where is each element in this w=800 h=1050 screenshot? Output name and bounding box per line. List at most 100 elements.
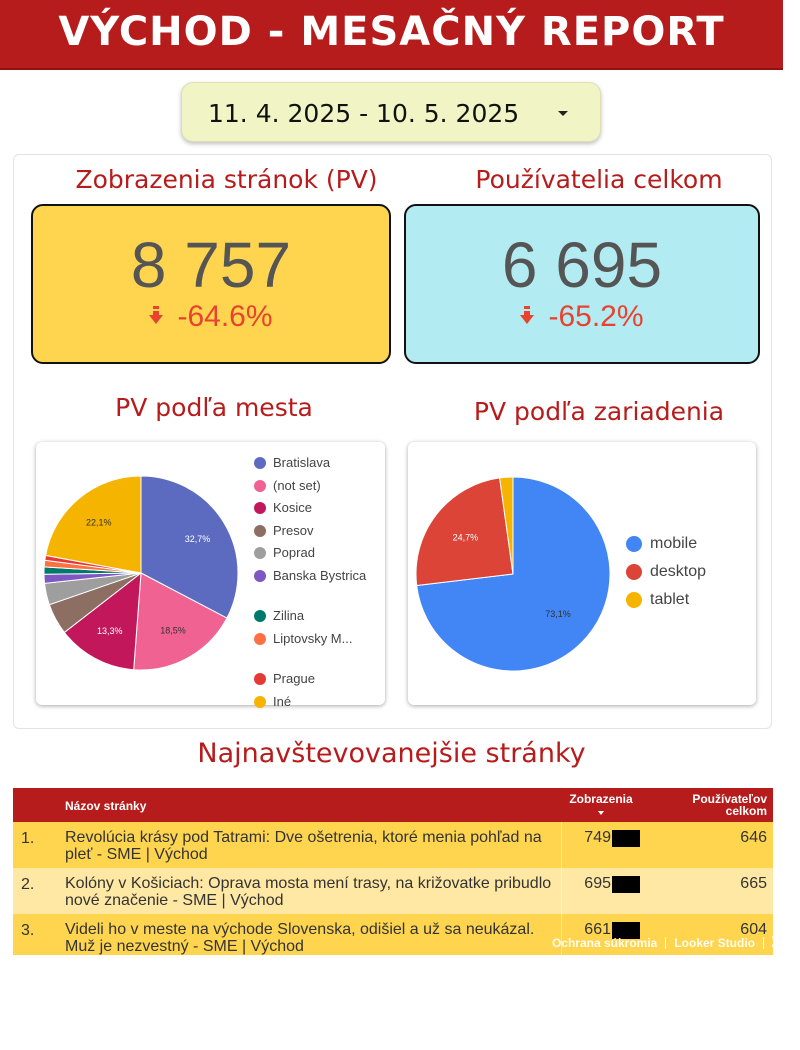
divider bbox=[763, 937, 764, 949]
pie-data-label: 73,1% bbox=[545, 609, 571, 619]
column-divider bbox=[561, 822, 562, 868]
row-views: 695 bbox=[584, 875, 611, 892]
chevron-down-icon bbox=[558, 111, 568, 116]
column-header-page-name[interactable]: Názov stránky bbox=[65, 799, 147, 813]
city-pie-chart[interactable]: 32,7% 18,5% 13,3% 22,1% Bratislava (not set)… bbox=[36, 442, 385, 709]
date-range-value: 11. 4. 2025 - 10. 5. 2025 bbox=[208, 99, 520, 128]
arrow-down-icon bbox=[520, 298, 535, 332]
privacy-link[interactable]: Ochrana súkromia bbox=[551, 936, 658, 950]
row-users: 665 bbox=[740, 875, 767, 892]
legend-label: Iné bbox=[273, 693, 292, 709]
column-divider bbox=[561, 914, 562, 955]
column-header-views[interactable]: Zobrazenia bbox=[561, 793, 641, 817]
users-scorecard: 6 695 -65.2% bbox=[404, 204, 760, 364]
row-page-title: Revolúcia krásy pod Tatrami: Dve ošetren… bbox=[65, 829, 542, 863]
users-delta-wrap: -65.2% bbox=[406, 300, 758, 334]
overview-panel: Zobrazenia stránok (PV) Používatelia cel… bbox=[13, 154, 772, 729]
pageviews-scorecard: 8 757 -64.6% bbox=[31, 204, 391, 364]
legend-item[interactable]: Liptovsky M... bbox=[254, 630, 368, 648]
legend-label: (not set) bbox=[273, 477, 321, 493]
report-title: VÝCHOD - MESAČNÝ REPORT bbox=[58, 9, 725, 55]
legend-item[interactable]: Poprad bbox=[254, 544, 368, 562]
fullscreen-icon[interactable] bbox=[771, 935, 784, 950]
arrow-down-icon bbox=[149, 298, 164, 332]
top-pages-table: Názov stránky Zobrazenia Používateľov ce… bbox=[13, 788, 773, 955]
divider bbox=[665, 937, 667, 949]
legend-label: mobile bbox=[650, 535, 698, 552]
row-page-title: Kolóny v Košiciach: Oprava mosta mení tr… bbox=[65, 875, 552, 909]
report-header: VÝCHOD - MESAČNÝ REPORT bbox=[0, 0, 783, 70]
column-header-users[interactable]: Používateľov celkom bbox=[692, 792, 767, 818]
legend-label: Zilina bbox=[273, 608, 305, 623]
row-page-title: Videli ho v meste na východe Slovenska, … bbox=[65, 921, 535, 955]
legend-item[interactable]: Iné bbox=[254, 693, 368, 711]
users-value: 6 695 bbox=[501, 229, 663, 301]
legend-item[interactable]: tablet bbox=[626, 590, 740, 610]
redaction-block bbox=[612, 830, 640, 847]
row-rank: 1. bbox=[21, 830, 35, 847]
legend-item[interactable]: Kosice bbox=[254, 499, 368, 517]
pie-slice[interactable] bbox=[133, 572, 228, 671]
legend-item[interactable]: Bratislava bbox=[254, 454, 368, 472]
legend-label: Presov bbox=[273, 522, 314, 538]
legend-item[interactable]: mobile bbox=[626, 534, 740, 554]
row-users: 604 bbox=[740, 921, 767, 938]
users-delta: -65.2% bbox=[548, 300, 644, 333]
table-row[interactable]: 3. Videli ho v meste na východe Slovenska… bbox=[13, 914, 773, 955]
table-header: Názov stránky Zobrazenia Používateľov ce… bbox=[13, 788, 773, 822]
table-row[interactable]: 1. Revolúcia krásy pod Tatrami: Dve ošetr… bbox=[13, 822, 773, 869]
device-pie-chart[interactable]: 73,1% 24,7% mobile desktop tablet bbox=[408, 442, 756, 705]
device-legend: mobile desktop tablet bbox=[626, 534, 754, 624]
legend-label: Kosice bbox=[273, 500, 313, 515]
footer-links: Ochrana súkromia Looker Studio bbox=[551, 935, 784, 950]
legend-label: desktop bbox=[650, 563, 707, 580]
table-row[interactable]: 2. Kolóny v Košiciach: Oprava mosta mení … bbox=[13, 868, 773, 915]
legend-swatch bbox=[626, 536, 642, 552]
legend-label: tablet bbox=[650, 591, 690, 608]
legend-item[interactable]: Banska Bystrica bbox=[254, 567, 368, 585]
redaction-block bbox=[612, 922, 640, 939]
legend-swatch bbox=[254, 610, 266, 622]
city-pie-svg: 32,7% 18,5% 13,3% 22,1% bbox=[43, 475, 239, 671]
legend-item[interactable]: (not set) bbox=[254, 477, 368, 495]
pie-data-label: 32,7% bbox=[185, 534, 211, 544]
legend-item[interactable]: Presov bbox=[254, 522, 368, 540]
legend-item[interactable]: desktop bbox=[626, 562, 740, 582]
pie-slice[interactable] bbox=[45, 475, 142, 574]
legend-swatch bbox=[254, 569, 266, 582]
pageviews-value: 8 757 bbox=[130, 229, 292, 301]
legend-label: Liptovsky M... bbox=[273, 630, 353, 646]
pie-slice[interactable] bbox=[499, 476, 514, 575]
legend-item[interactable]: Zilina bbox=[254, 607, 368, 625]
legend-item[interactable]: Prague bbox=[254, 670, 368, 688]
redaction-block bbox=[612, 876, 640, 893]
pageviews-delta-wrap: -64.6% bbox=[33, 300, 389, 334]
sort-desc-icon bbox=[598, 811, 604, 815]
legend-label: Prague bbox=[273, 671, 315, 686]
row-views: 661 bbox=[584, 921, 611, 938]
pie-data-label: 18,5% bbox=[160, 626, 186, 636]
date-range-picker[interactable]: 11. 4. 2025 - 10. 5. 2025 bbox=[181, 82, 601, 142]
row-rank: 3. bbox=[21, 922, 35, 939]
legend-swatch bbox=[254, 632, 266, 645]
top-pages-title: Najnavštevovanejšie stránky bbox=[197, 738, 586, 769]
legend-label: Banska Bystrica bbox=[273, 567, 367, 583]
legend-swatch bbox=[254, 547, 266, 559]
city-chart-title: PV podľa mesta bbox=[115, 393, 313, 422]
device-pie-svg: 73,1% 24,7% bbox=[415, 476, 611, 672]
legend-label: Bratislava bbox=[273, 455, 331, 470]
legend-swatch bbox=[254, 524, 266, 537]
looker-studio-link[interactable]: Looker Studio bbox=[674, 936, 755, 950]
column-header-views-label: Zobrazenia bbox=[569, 792, 633, 806]
row-rank: 2. bbox=[21, 876, 35, 893]
pie-slice[interactable] bbox=[63, 571, 142, 671]
pie-slice[interactable] bbox=[415, 477, 514, 587]
column-divider bbox=[561, 868, 562, 914]
legend-label: Poprad bbox=[273, 545, 315, 560]
pie-slice[interactable] bbox=[140, 475, 239, 619]
legend-swatch bbox=[626, 592, 642, 608]
pie-data-label: 13,3% bbox=[97, 626, 123, 636]
kpi-title-users: Používatelia celkom bbox=[475, 165, 723, 194]
legend-swatch bbox=[254, 695, 266, 708]
city-legend: Bratislava (not set) Kosice Presov Poprad Ban… bbox=[254, 454, 382, 709]
